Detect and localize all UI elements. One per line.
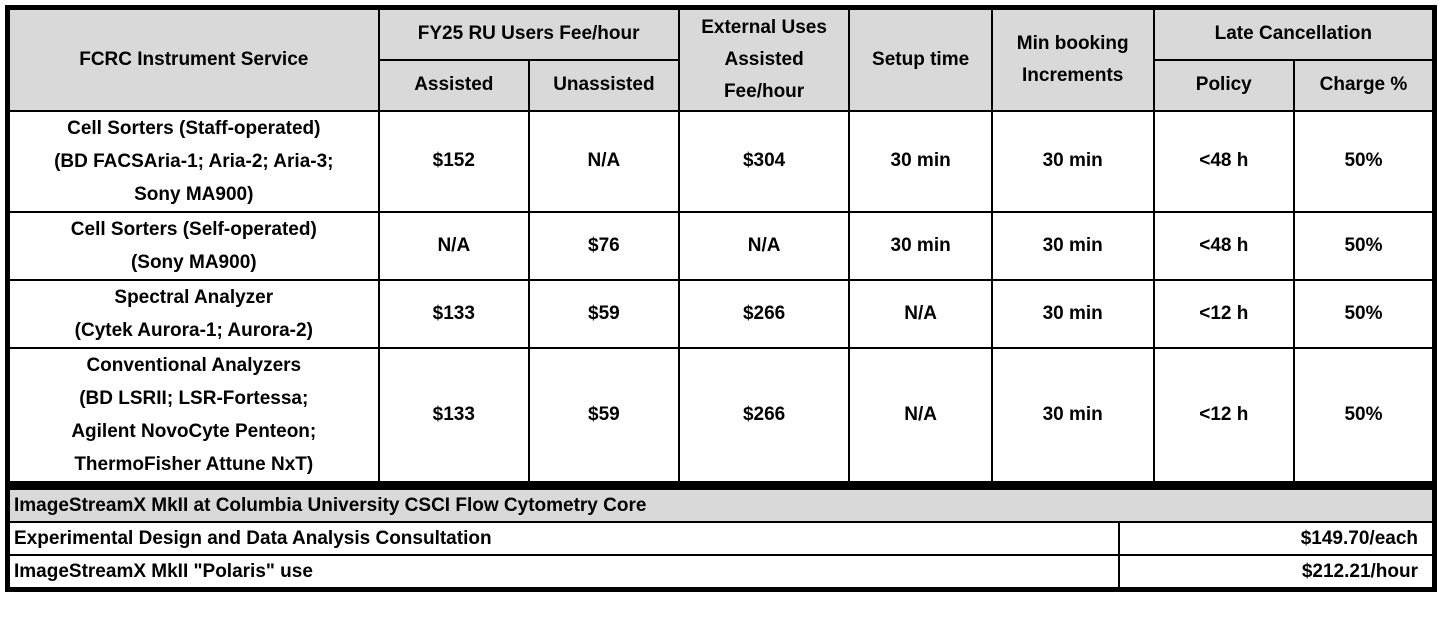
service-line: (BD FACSAria-1; Aria-2; Aria-3; bbox=[54, 150, 334, 172]
external-cell: $304 bbox=[677, 109, 851, 213]
min-booking-cell: 30 min bbox=[990, 346, 1155, 484]
setup-cell: N/A bbox=[848, 346, 993, 484]
service-cell: Conventional Analyzers (BD LSRII; LSR-For… bbox=[6, 346, 380, 484]
service-line: Cell Sorters (Staff-operated) bbox=[67, 117, 321, 139]
assisted-cell: $133 bbox=[377, 278, 531, 349]
header-late-cancellation: Late Cancellation bbox=[1152, 6, 1436, 61]
table-row: Cell Sorters (Self-operated) (Sony MA900)… bbox=[6, 210, 1436, 281]
header-policy: Policy bbox=[1152, 58, 1295, 112]
fee-table: FCRC Instrument Service FY25 RU Users Fe… bbox=[5, 5, 1437, 486]
imagestream-table: ImageStreamX MkII at Columbia University… bbox=[5, 485, 1437, 592]
unassisted-cell: N/A bbox=[528, 109, 680, 213]
service-cell: Cell Sorters (Staff-operated) (BD FACSAri… bbox=[6, 109, 380, 213]
row-label: Experimental Design and Data Analysis Co… bbox=[6, 521, 1121, 556]
assisted-cell: $152 bbox=[377, 109, 531, 213]
service-cell: Cell Sorters (Self-operated) (Sony MA900) bbox=[6, 210, 380, 281]
policy-cell: <12 h bbox=[1152, 346, 1295, 484]
row-price: $149.70/each bbox=[1118, 521, 1436, 556]
min-booking-cell: 30 min bbox=[990, 210, 1155, 281]
setup-cell: N/A bbox=[848, 278, 993, 349]
charge-cell: 50% bbox=[1292, 278, 1436, 349]
service-line: Cell Sorters (Self-operated) bbox=[70, 218, 317, 240]
service-line: (BD LSRII; LSR-Fortessa; bbox=[79, 387, 309, 409]
unassisted-cell: $59 bbox=[528, 346, 680, 484]
min-booking-cell: 30 min bbox=[990, 278, 1155, 349]
header-service: FCRC Instrument Service bbox=[6, 6, 380, 112]
min-booking-cell: 30 min bbox=[990, 109, 1155, 213]
table-row: Spectral Analyzer (Cytek Aurora-1; Aurora… bbox=[6, 278, 1436, 349]
charge-cell: 50% bbox=[1292, 346, 1436, 484]
assisted-cell: N/A bbox=[377, 210, 531, 281]
table-row: Cell Sorters (Staff-operated) (BD FACSAri… bbox=[6, 109, 1436, 213]
header-setup: Setup time bbox=[848, 6, 993, 112]
policy-cell: <48 h bbox=[1152, 109, 1295, 213]
header-ru-fee: FY25 RU Users Fee/hour bbox=[377, 6, 680, 61]
service-line: Agilent NovoCyte Penteon; bbox=[71, 420, 317, 442]
unassisted-cell: $59 bbox=[528, 278, 680, 349]
row-price: $212.21/hour bbox=[1118, 554, 1436, 591]
unassisted-cell: $76 bbox=[528, 210, 680, 281]
imagestream-title: ImageStreamX MkII at Columbia University… bbox=[6, 486, 1436, 523]
table-row: Conventional Analyzers (BD LSRII; LSR-For… bbox=[6, 346, 1436, 484]
external-cell: N/A bbox=[677, 210, 851, 281]
external-cell: $266 bbox=[677, 346, 851, 484]
header-assisted: Assisted bbox=[377, 58, 531, 112]
header-unassisted: Unassisted bbox=[528, 58, 680, 112]
service-line: Conventional Analyzers bbox=[86, 354, 302, 376]
service-line: (Sony MA900) bbox=[130, 251, 257, 273]
header-external: External Uses Assisted Fee/hour bbox=[677, 6, 851, 112]
setup-cell: 30 min bbox=[848, 210, 993, 281]
service-line: Spectral Analyzer bbox=[114, 286, 274, 308]
service-line: Sony MA900) bbox=[134, 183, 254, 205]
assisted-cell: $133 bbox=[377, 346, 531, 484]
policy-cell: <48 h bbox=[1152, 210, 1295, 281]
header-charge: Charge % bbox=[1292, 58, 1436, 112]
policy-cell: <12 h bbox=[1152, 278, 1295, 349]
charge-cell: 50% bbox=[1292, 109, 1436, 213]
service-cell: Spectral Analyzer (Cytek Aurora-1; Aurora… bbox=[6, 278, 380, 349]
external-cell: $266 bbox=[677, 278, 851, 349]
header-min-booking: Min booking Increments bbox=[990, 6, 1155, 112]
table-row: ImageStreamX MkII "Polaris" use $212.21/… bbox=[6, 554, 1436, 591]
charge-cell: 50% bbox=[1292, 210, 1436, 281]
service-line: ThermoFisher Attune NxT) bbox=[74, 453, 314, 475]
setup-cell: 30 min bbox=[848, 109, 993, 213]
service-line: (Cytek Aurora-1; Aurora-2) bbox=[74, 319, 313, 341]
row-label: ImageStreamX MkII "Polaris" use bbox=[6, 554, 1121, 591]
table-row: Experimental Design and Data Analysis Co… bbox=[6, 521, 1436, 556]
